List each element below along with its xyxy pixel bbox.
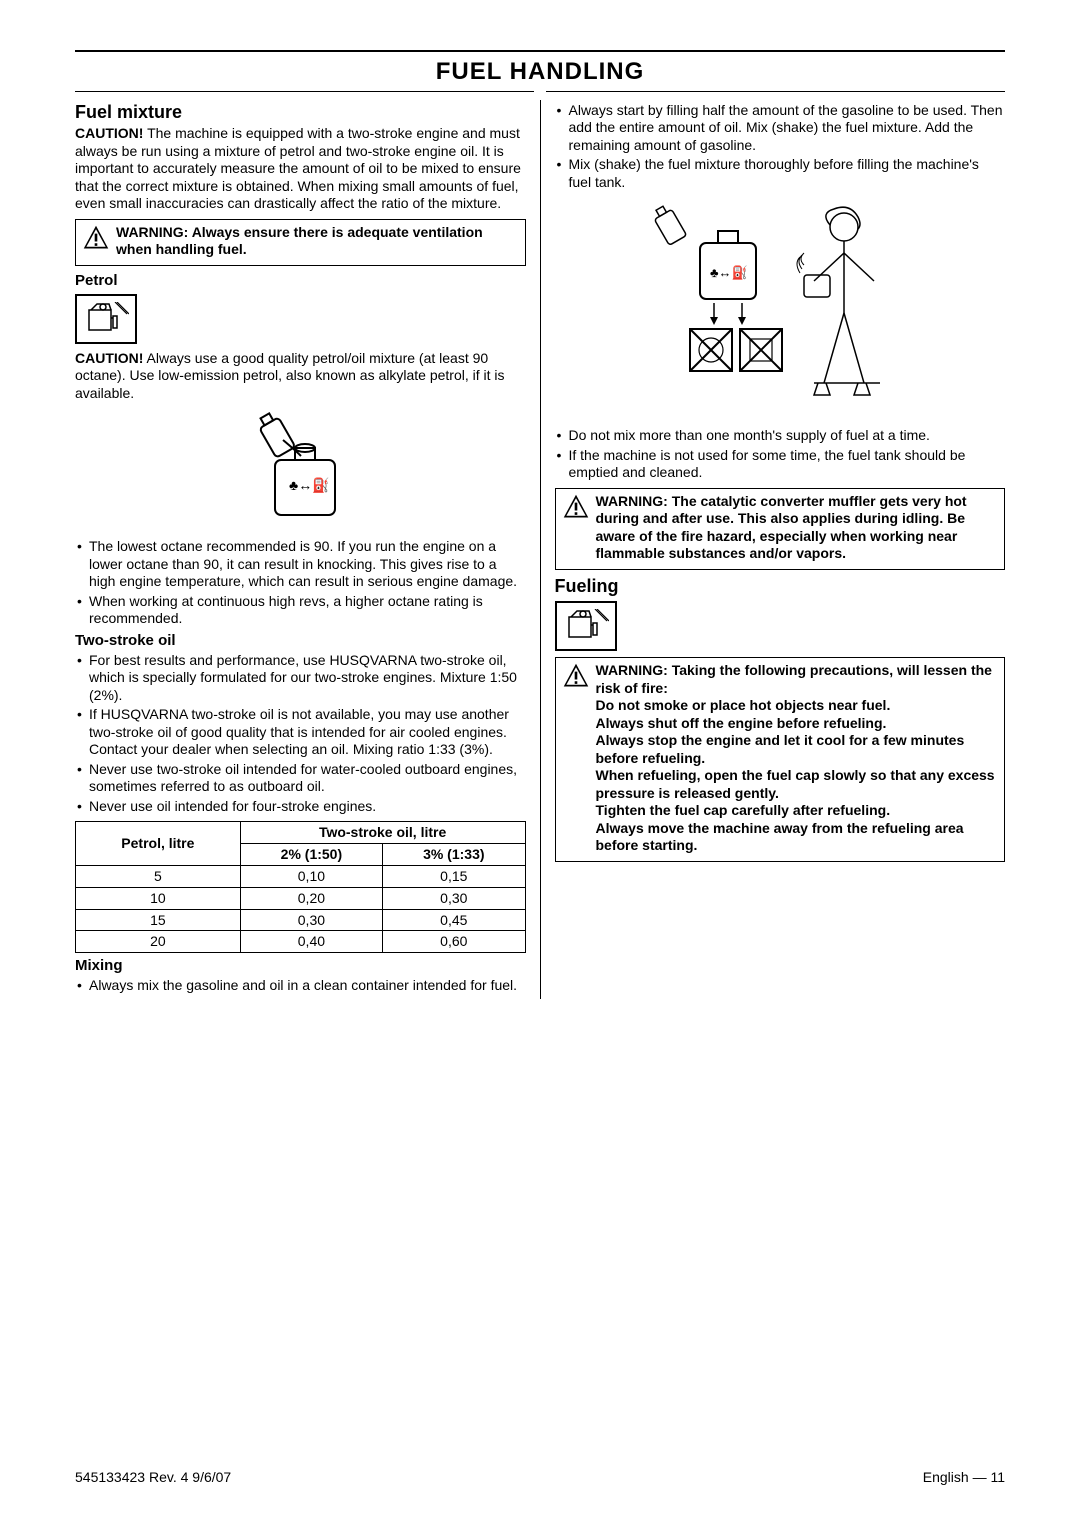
- table-row: 10 0,20 0,30: [76, 887, 526, 909]
- page-title: FUEL HANDLING: [75, 58, 1005, 87]
- content-columns: Fuel mixture CAUTION! The machine is equ…: [75, 100, 1005, 999]
- warning-fueling: WARNING: Taking the following precaution…: [555, 657, 1006, 862]
- pour-oil-icon: ♣↔⛽: [235, 410, 365, 530]
- mixing-person-icon: ♣↔⛽: [630, 199, 930, 419]
- list-item: Never use two-stroke oil intended for wa…: [75, 761, 526, 796]
- list-item: For best results and performance, use HU…: [75, 652, 526, 705]
- two-stroke-bullets: For best results and performance, use HU…: [75, 652, 526, 816]
- list-item: Always start by filling half the amount …: [555, 102, 1006, 155]
- table-head-oil: Two-stroke oil, litre: [240, 822, 525, 844]
- warning-ventilation: WARNING: Always ensure there is adequate…: [75, 219, 526, 266]
- warning-catalytic-text: WARNING: The catalytic converter muffler…: [596, 493, 999, 563]
- list-item: If the machine is not used for some time…: [555, 447, 1006, 482]
- octane-bullets: The lowest octane recommended is 90. If …: [75, 538, 526, 628]
- warning-fueling-text: WARNING: Taking the following precaution…: [596, 662, 999, 855]
- table-head-petrol: Petrol, litre: [76, 822, 241, 866]
- manual-page: FUEL HANDLING Fuel mixture CAUTION! The …: [0, 0, 1080, 1526]
- caution-label: CAUTION!: [75, 125, 143, 141]
- storage-bullets: Do not mix more than one month's supply …: [555, 427, 1006, 482]
- svg-text:♣↔⛽: ♣↔⛽: [710, 265, 748, 280]
- list-item: Always mix the gasoline and oil in a cle…: [75, 977, 526, 995]
- mixing-bullets-right: Always start by filling half the amount …: [555, 102, 1006, 192]
- fueling-symbol-icon: [555, 601, 617, 651]
- petrol-head: Petrol: [75, 272, 526, 290]
- fuel-mixture-head: Fuel mixture: [75, 102, 526, 124]
- fueling-head: Fueling: [555, 576, 1006, 598]
- list-item: Do not mix more than one month's supply …: [555, 427, 1006, 445]
- warning-triangle-icon: [562, 662, 590, 690]
- mixing-head: Mixing: [75, 957, 526, 975]
- table-subhead-3pct: 3% (1:33): [383, 844, 525, 866]
- svg-text:♣↔⛽: ♣↔⛽: [289, 477, 330, 494]
- right-column: Always start by filling half the amount …: [540, 100, 1006, 999]
- list-item: If HUSQVARNA two-stroke oil is not avail…: [75, 706, 526, 759]
- page-footer: 545133423 Rev. 4 9/6/07 English — 11: [75, 1469, 1005, 1486]
- list-item: Mix (shake) the fuel mixture thoroughly …: [555, 156, 1006, 191]
- warning-catalytic: WARNING: The catalytic converter muffler…: [555, 488, 1006, 570]
- mixture-table: Petrol, litre Two-stroke oil, litre 2% (…: [75, 821, 526, 953]
- table-subhead-2pct: 2% (1:50): [240, 844, 382, 866]
- list-item: When working at continuous high revs, a …: [75, 593, 526, 628]
- top-rule: [75, 50, 1005, 52]
- caution-label-2: CAUTION!: [75, 350, 143, 366]
- table-row: 20 0,40 0,60: [76, 931, 526, 953]
- warning-ventilation-text: WARNING: Always ensure there is adequate…: [116, 224, 519, 259]
- warning-triangle-icon: [82, 224, 110, 252]
- warning-triangle-icon: [562, 493, 590, 521]
- title-underline: [75, 91, 1005, 92]
- mixing-bullets-left: Always mix the gasoline and oil in a cle…: [75, 977, 526, 995]
- table-row: 5 0,10 0,15: [76, 865, 526, 887]
- footer-left: 545133423 Rev. 4 9/6/07: [75, 1469, 231, 1486]
- list-item: Never use oil intended for four-stroke e…: [75, 798, 526, 816]
- footer-right: English — 11: [923, 1469, 1005, 1486]
- left-column: Fuel mixture CAUTION! The machine is equ…: [75, 100, 526, 999]
- caution-petrol-quality: CAUTION! Always use a good quality petro…: [75, 350, 526, 403]
- two-stroke-head: Two-stroke oil: [75, 632, 526, 650]
- table-row: 15 0,30 0,45: [76, 909, 526, 931]
- caution-fuel-mixture: CAUTION! The machine is equipped with a …: [75, 125, 526, 213]
- petrol-symbol-icon: [75, 294, 137, 344]
- list-item: The lowest octane recommended is 90. If …: [75, 538, 526, 591]
